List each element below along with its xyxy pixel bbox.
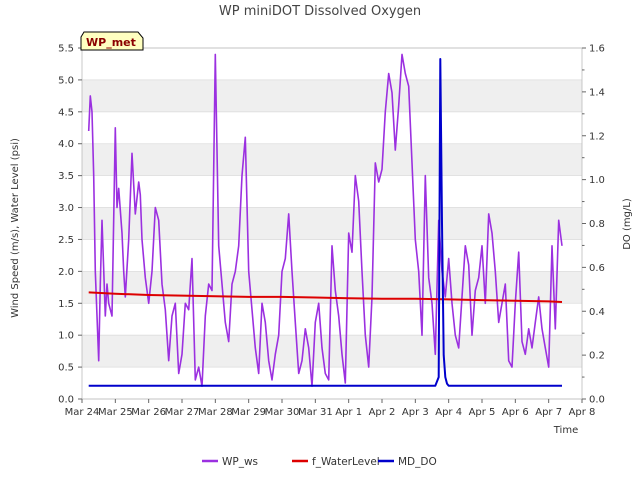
y-tick-label: 1.5 bbox=[58, 299, 74, 310]
grid-band bbox=[82, 143, 582, 176]
site-tag-box bbox=[80, 31, 144, 51]
x-tick-label: Mar 28 bbox=[198, 407, 233, 418]
y2-tick-label: 1.6 bbox=[589, 44, 605, 55]
y-tick-label: 5.5 bbox=[58, 44, 74, 55]
x-tick-label: Apr 6 bbox=[502, 407, 529, 418]
legend: WP_ws f_WaterLevel MD_DO bbox=[202, 456, 437, 468]
y2-tick-label: 1.2 bbox=[589, 131, 605, 142]
y2-tick-label: 0.2 bbox=[589, 351, 605, 362]
x-tick-label: Apr 4 bbox=[435, 407, 462, 418]
chart-title: WP miniDOT Dissolved Oxygen bbox=[219, 4, 421, 19]
site-tag-label: WP_met bbox=[86, 36, 136, 49]
grid-band bbox=[82, 207, 582, 240]
legend-label: f_WaterLevel bbox=[312, 456, 380, 468]
series-line-wp-ws bbox=[87, 53, 563, 388]
grid-band bbox=[82, 175, 582, 208]
y-tick-label: 4.0 bbox=[58, 139, 74, 150]
y-tick-label: 3.0 bbox=[58, 203, 74, 214]
x-tick-label: Mar 29 bbox=[231, 407, 266, 418]
x-tick-label: Apr 2 bbox=[369, 407, 396, 418]
x-tick-label: Mar 31 bbox=[298, 407, 333, 418]
series-line-f-waterlevel bbox=[88, 291, 563, 303]
x-axis-label: Time bbox=[553, 425, 578, 436]
grid-band bbox=[82, 79, 582, 112]
y-tick-label: 5.0 bbox=[58, 75, 74, 86]
y2-tick-label: 1.4 bbox=[589, 87, 605, 98]
x-tick-label: Mar 30 bbox=[265, 407, 300, 418]
y-tick-label: 0.0 bbox=[58, 395, 74, 406]
x-tick-label: Apr 8 bbox=[569, 407, 596, 418]
grid-band bbox=[82, 367, 582, 399]
legend-label: MD_DO bbox=[398, 456, 437, 468]
plot-axes: 0.0 0.5 1.0 1.5 2.0 2.5 3.0 3.5 4.0 4.5 5.0 5.5 0.0 0… bbox=[58, 44, 605, 419]
y-tick-label: 4.5 bbox=[58, 107, 74, 118]
y-tick-label: 1.0 bbox=[58, 331, 74, 342]
series-line-md-do bbox=[88, 58, 562, 387]
grid-band bbox=[82, 111, 582, 144]
legend-label: WP_ws bbox=[222, 456, 258, 468]
y2-tick-label: 0.8 bbox=[589, 219, 605, 230]
x-tick-label: Apr 3 bbox=[402, 407, 429, 418]
plot-bands bbox=[82, 47, 582, 400]
x-tick-label: Mar 25 bbox=[98, 407, 133, 418]
x-tick-label: Mar 27 bbox=[165, 407, 200, 418]
y-axis-label: Wind Speed (m/s), Water Level (psi) bbox=[10, 138, 21, 318]
y-tick-label: 2.0 bbox=[58, 267, 74, 278]
y-tick-label: 2.5 bbox=[58, 235, 74, 246]
x-tick-label: Apr 7 bbox=[535, 407, 562, 418]
grid-band bbox=[82, 48, 582, 80]
grid-band bbox=[82, 335, 582, 368]
y2-tick-label: 0.6 bbox=[589, 263, 605, 274]
x-tick-label: Mar 26 bbox=[131, 407, 166, 418]
y2-axis-label: DO (mg/L) bbox=[622, 198, 633, 250]
y-tick-label: 0.5 bbox=[58, 363, 74, 374]
series-layer bbox=[87, 53, 563, 388]
y2-tick-label: 0.4 bbox=[589, 307, 605, 318]
x-tick-label: Apr 1 bbox=[335, 407, 362, 418]
y2-tick-label: 1.0 bbox=[589, 175, 605, 186]
x-tick-label: Mar 24 bbox=[65, 407, 100, 418]
site-tag: WP_met bbox=[80, 31, 144, 51]
x-tick-label: Apr 5 bbox=[469, 407, 496, 418]
y2-tick-label: 0.0 bbox=[589, 395, 605, 406]
y-tick-label: 3.5 bbox=[58, 171, 74, 182]
